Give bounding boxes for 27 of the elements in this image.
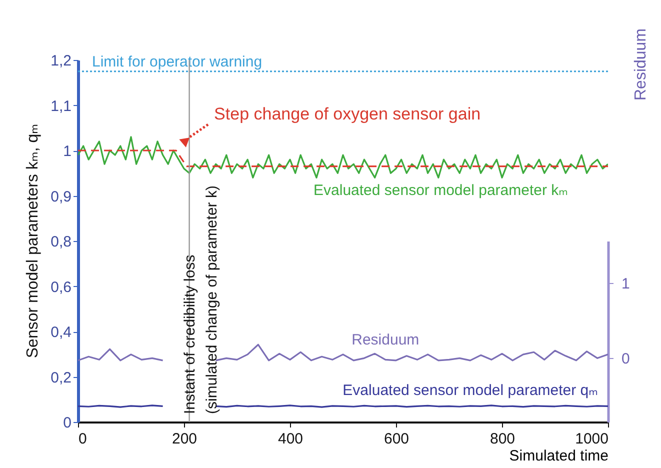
ref-line-label: Instant of credibility loss (simulated change of parameter k) (181, 186, 220, 414)
y-tick-label: 0,4 (50, 324, 72, 341)
x-tick-label: 600 (384, 430, 410, 448)
y2-axis-title: Residuum (632, 28, 650, 100)
y-tick-label: 0,9 (50, 188, 72, 206)
y-axis-title: Sensor model parameters kₘ, qₘ (24, 124, 42, 358)
y-tick-label: 0,8 (50, 234, 72, 250)
y-tick-label: 0,2 (50, 369, 72, 386)
x-tick-label: 800 (490, 430, 516, 448)
y-tick-label: 0,6 (50, 278, 72, 296)
y-tick-label: 1 (63, 143, 72, 160)
x-tick-label: 200 (172, 430, 198, 448)
y2-tick-label: 1 (622, 276, 630, 293)
y-tick-label: 1,1 (50, 98, 72, 115)
line-series (78, 136, 608, 178)
y-tick-label: 1,2 (50, 52, 72, 70)
x-tick-label: 400 (278, 430, 304, 448)
y2-tick-label: 0 (622, 350, 630, 368)
x-tick-label: 1000 (575, 430, 608, 448)
ref-line-label: Limit for operator warning (92, 53, 262, 70)
annotation: Step change of oxygen sensor gain (214, 104, 481, 124)
series-label: Residuum (352, 332, 420, 349)
series-label: Evaluated sensor model parameter kₘ (314, 182, 568, 200)
x-axis-title: Simulated time (509, 448, 608, 464)
y-tick-label: 0 (63, 414, 72, 432)
series-label: Evaluated sensor model parameter qₘ (342, 382, 598, 400)
x-tick-label: 0 (78, 430, 87, 448)
